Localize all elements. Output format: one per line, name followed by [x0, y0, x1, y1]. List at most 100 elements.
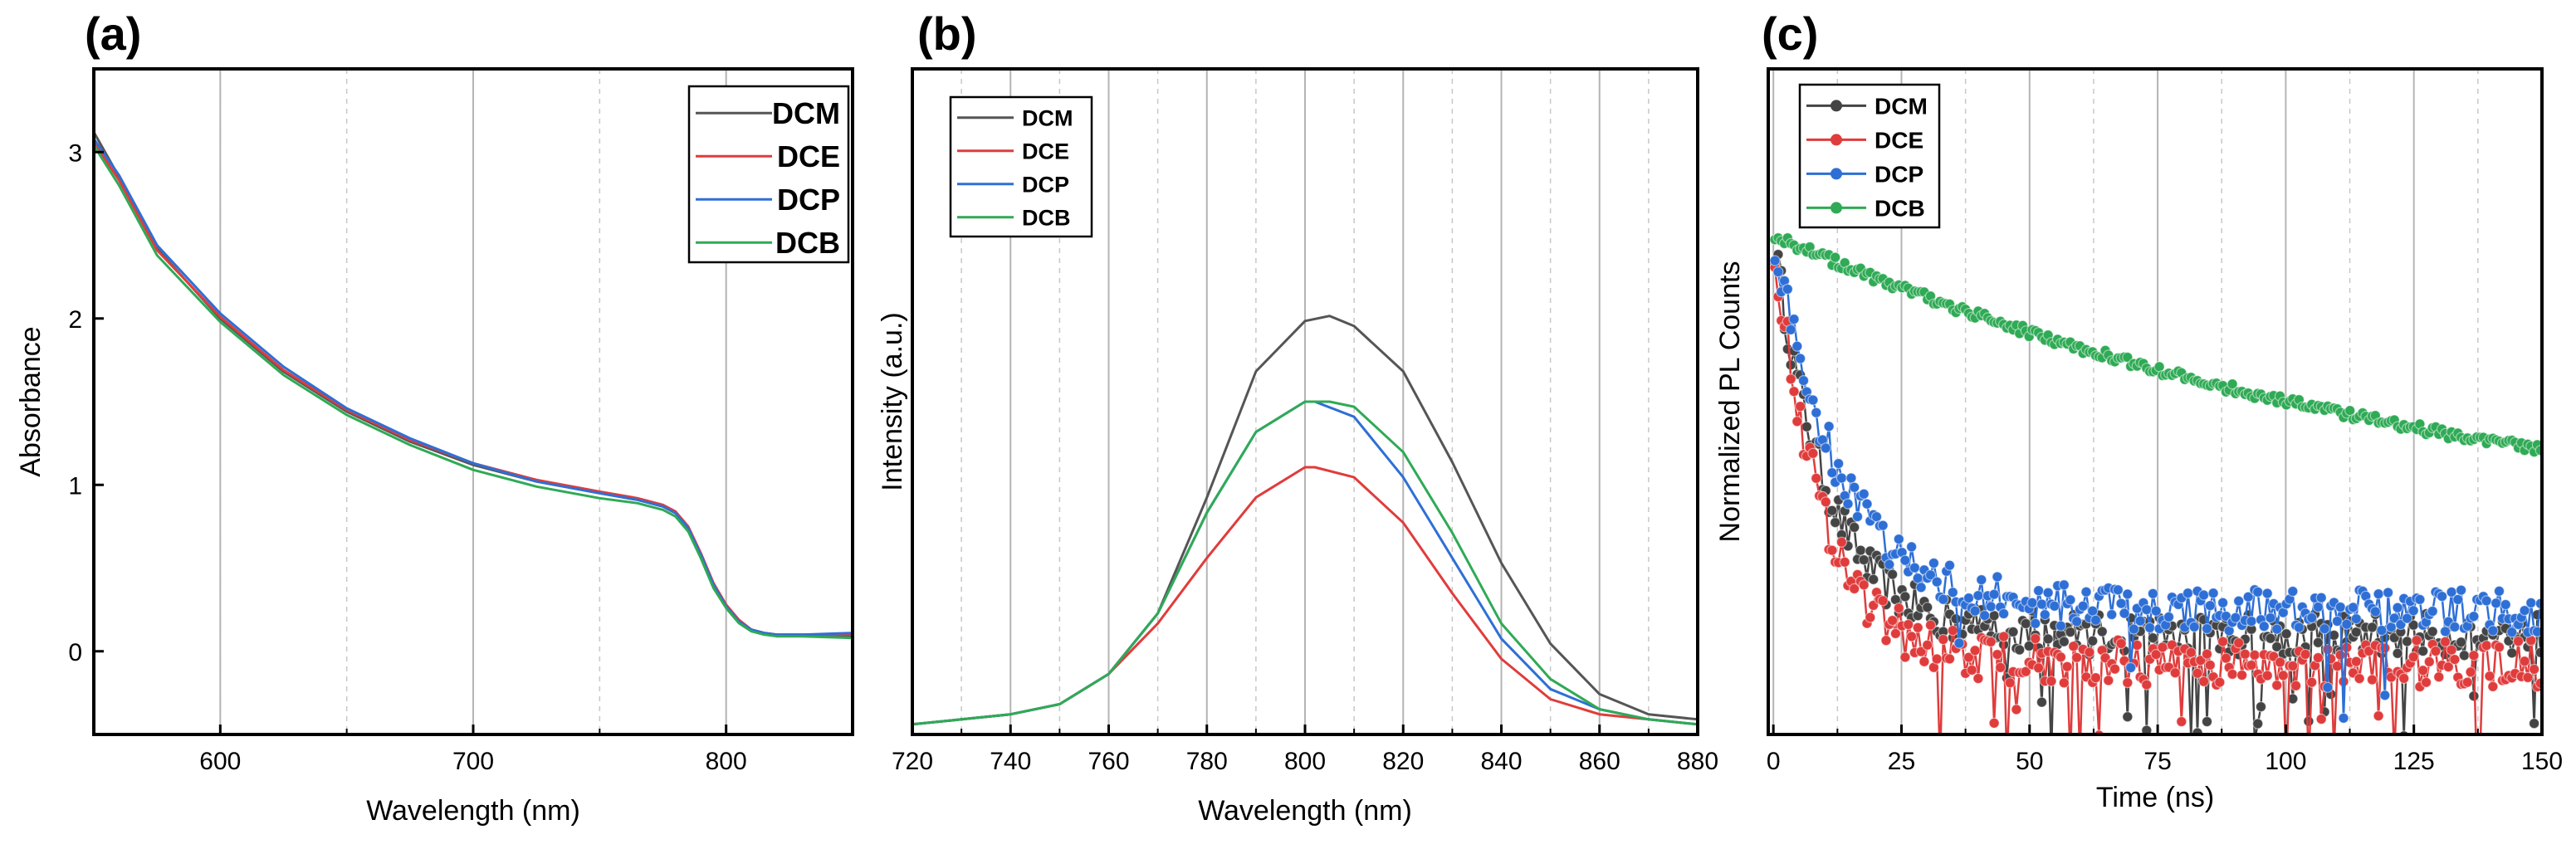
data-point-dce — [2484, 671, 2495, 682]
data-point-dcm — [2020, 617, 2031, 630]
data-point-dce — [2465, 666, 2476, 678]
data-point-dcp — [2341, 618, 2353, 630]
data-point-dcp — [2039, 608, 2051, 621]
panel-b-ylabel: Intensity (a.u.) — [877, 312, 908, 490]
data-point-dcb — [1830, 251, 1841, 263]
data-point-dcp — [1833, 457, 1845, 470]
data-point-dcp — [2033, 585, 2045, 597]
panel-b-series — [912, 315, 1698, 726]
data-point-dcp — [1788, 314, 1800, 325]
data-point-dcp — [2207, 588, 2219, 599]
panel-c: (c) 0 25 50 75 100 125 150 Time (ns) Normalize… — [1714, 7, 2563, 813]
data-point-dcp — [2141, 603, 2153, 616]
data-point-dcp — [2125, 661, 2137, 674]
data-point-dcp — [2439, 626, 2451, 637]
data-point-dce — [2423, 656, 2435, 668]
data-point-dce — [1820, 496, 1831, 508]
data-point-dcp — [2271, 623, 2283, 635]
data-point-dcp — [2261, 588, 2273, 599]
data-point-dce — [1807, 447, 1819, 459]
data-point-dcm — [2303, 715, 2314, 727]
data-point-dce — [2277, 670, 2289, 681]
data-point-dcp — [1785, 324, 1796, 335]
data-point-dce — [2157, 642, 2168, 653]
data-point-dcp — [1915, 582, 1927, 593]
data-point-dce — [2068, 641, 2080, 652]
data-point-dcp — [2112, 584, 2124, 596]
data-point-dcm — [2350, 626, 2362, 638]
data-point-dce — [1943, 653, 1956, 665]
data-point-dcp — [1807, 394, 1819, 406]
series-layer — [94, 131, 853, 640]
data-point-dcm — [2058, 636, 2070, 647]
data-point-dce — [2033, 662, 2045, 674]
panel-c-label: (c) — [1762, 7, 1818, 60]
data-point-dcp — [2106, 608, 2118, 621]
series-line-dcb — [912, 400, 1698, 726]
data-point-dcm — [2096, 626, 2108, 637]
data-point-dce — [2214, 676, 2226, 688]
data-point-dce — [2312, 651, 2324, 664]
data-point-dce — [2271, 680, 2283, 691]
data-point-dce — [1912, 622, 1923, 633]
data-point-dce — [2439, 636, 2451, 647]
x-tick-label: 50 — [2016, 748, 2043, 775]
data-point-dcp — [2383, 587, 2394, 598]
data-point-dcp — [2163, 611, 2175, 623]
data-point-dce — [2201, 648, 2213, 660]
data-point-dcp — [1947, 587, 1958, 598]
data-point-dce — [2011, 704, 2022, 715]
data-point-dcm — [2007, 626, 2019, 638]
data-point-dcm — [2141, 725, 2153, 734]
data-point-dcp — [2030, 617, 2041, 629]
data-point-dce — [2061, 661, 2073, 672]
legend-box — [687, 85, 850, 264]
data-point-dcm — [1887, 568, 1899, 580]
data-point-dce — [2407, 651, 2419, 663]
data-point-dce — [2169, 667, 2181, 679]
data-point-dcp — [2490, 598, 2502, 609]
data-point-dce — [1826, 544, 1838, 556]
data-point-dcm — [1868, 573, 1879, 585]
data-point-dce — [1788, 386, 1800, 398]
legend-label-dcp: DCP — [777, 183, 840, 217]
panel-a-legend: DCM DCE DCP DCB — [687, 85, 850, 264]
legend-label-dcb: DCB — [1022, 206, 1071, 231]
data-point-dce — [2290, 680, 2302, 691]
data-point-dce — [1811, 472, 1822, 484]
data-point-dcp — [2201, 622, 2213, 635]
legend-label-dcb: DCB — [775, 226, 840, 260]
data-point-dce — [1849, 583, 1860, 595]
data-point-dcp — [2242, 591, 2254, 603]
data-point-dcp — [2144, 622, 2156, 634]
legend-marker-dce — [1831, 134, 1842, 146]
panel-a: (a) 600 700 800 0 1 2 3 Wavelength (nm) Absorb… — [15, 7, 854, 827]
data-point-dce — [1889, 627, 1901, 640]
data-point-dcm — [2280, 628, 2292, 640]
data-point-dcm — [1858, 554, 1870, 566]
series-line-dcb — [94, 144, 853, 640]
data-point-dce — [2522, 671, 2534, 684]
data-point-dcp — [2427, 605, 2438, 617]
data-point-dcp — [1972, 589, 1984, 602]
data-point-dcp — [1906, 541, 1918, 553]
data-point-dce — [1839, 556, 1850, 568]
data-point-dcp — [1842, 498, 1854, 510]
data-point-dcp — [1861, 498, 1873, 510]
data-point-dce — [1919, 656, 1930, 667]
x-tick-label: 780 — [1186, 748, 1228, 775]
panel-a-xlabel: Wavelength (nm) — [366, 795, 580, 827]
data-point-dce — [2306, 676, 2318, 688]
data-point-dce — [1906, 631, 1918, 642]
data-point-dcp — [2493, 585, 2505, 597]
data-point-dce — [2442, 661, 2454, 673]
data-point-dcp — [2334, 601, 2346, 613]
x-tick-label: 720 — [892, 748, 933, 775]
panel-a-label: (a) — [85, 7, 141, 60]
data-point-dce — [2411, 635, 2422, 647]
data-point-dce — [2236, 669, 2248, 681]
data-point-dce — [2055, 651, 2066, 663]
legend-label-dcm: DCM — [772, 96, 840, 130]
data-point-dcm — [2014, 644, 2026, 656]
panel-c-xlabel: Time (ns) — [2096, 782, 2214, 813]
